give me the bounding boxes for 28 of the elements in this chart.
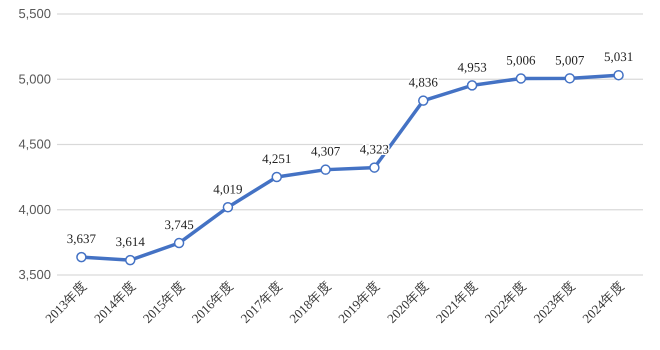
data-label: 4,836 xyxy=(408,74,438,90)
point xyxy=(369,162,380,173)
point xyxy=(320,164,331,175)
y-tick-label: 4,500 xyxy=(18,136,51,152)
data-label: 5,007 xyxy=(555,52,585,68)
data-label: 4,307 xyxy=(310,144,341,159)
data-label: 5,031 xyxy=(604,49,634,64)
point xyxy=(613,70,624,80)
y-tick-label: 3,500 xyxy=(18,267,51,282)
point xyxy=(272,172,282,182)
data-label: 4,953 xyxy=(457,59,487,74)
point xyxy=(516,73,526,84)
data-label: 5,006 xyxy=(506,52,536,68)
point xyxy=(418,95,428,106)
point xyxy=(564,73,575,84)
point xyxy=(174,238,184,248)
y-tick-label: 5,000 xyxy=(18,71,51,86)
point xyxy=(76,252,87,262)
data-label: 3,745 xyxy=(164,217,194,232)
point xyxy=(125,254,136,266)
data-label: 3,637 xyxy=(66,231,97,246)
data-label: 4,019 xyxy=(213,181,243,196)
data-label: 4,251 xyxy=(262,150,292,166)
point xyxy=(222,202,234,213)
y-tick-label: 5,500 xyxy=(18,6,51,21)
data-label: 3,614 xyxy=(116,234,146,250)
y-tick-label: 4,000 xyxy=(18,202,51,217)
point xyxy=(466,80,478,91)
